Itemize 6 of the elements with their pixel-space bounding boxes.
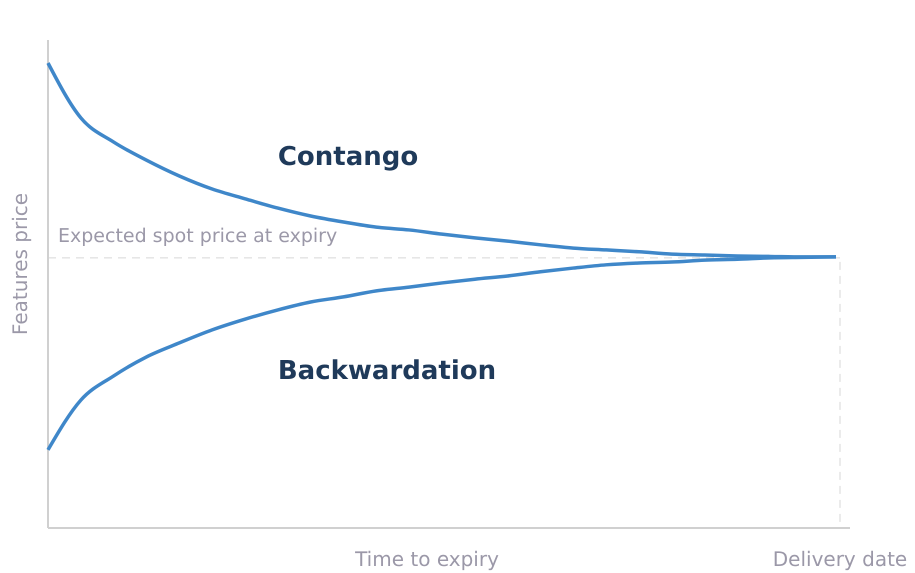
y-axis-title: Features price xyxy=(8,192,32,336)
x-axis-title: Time to expiry xyxy=(354,547,500,571)
text: Delivery date xyxy=(772,547,908,571)
series-label: Contango xyxy=(278,142,418,172)
series-label: Backwardation xyxy=(278,356,496,386)
ref-line-label: Expected spot price at expiry xyxy=(58,224,338,247)
